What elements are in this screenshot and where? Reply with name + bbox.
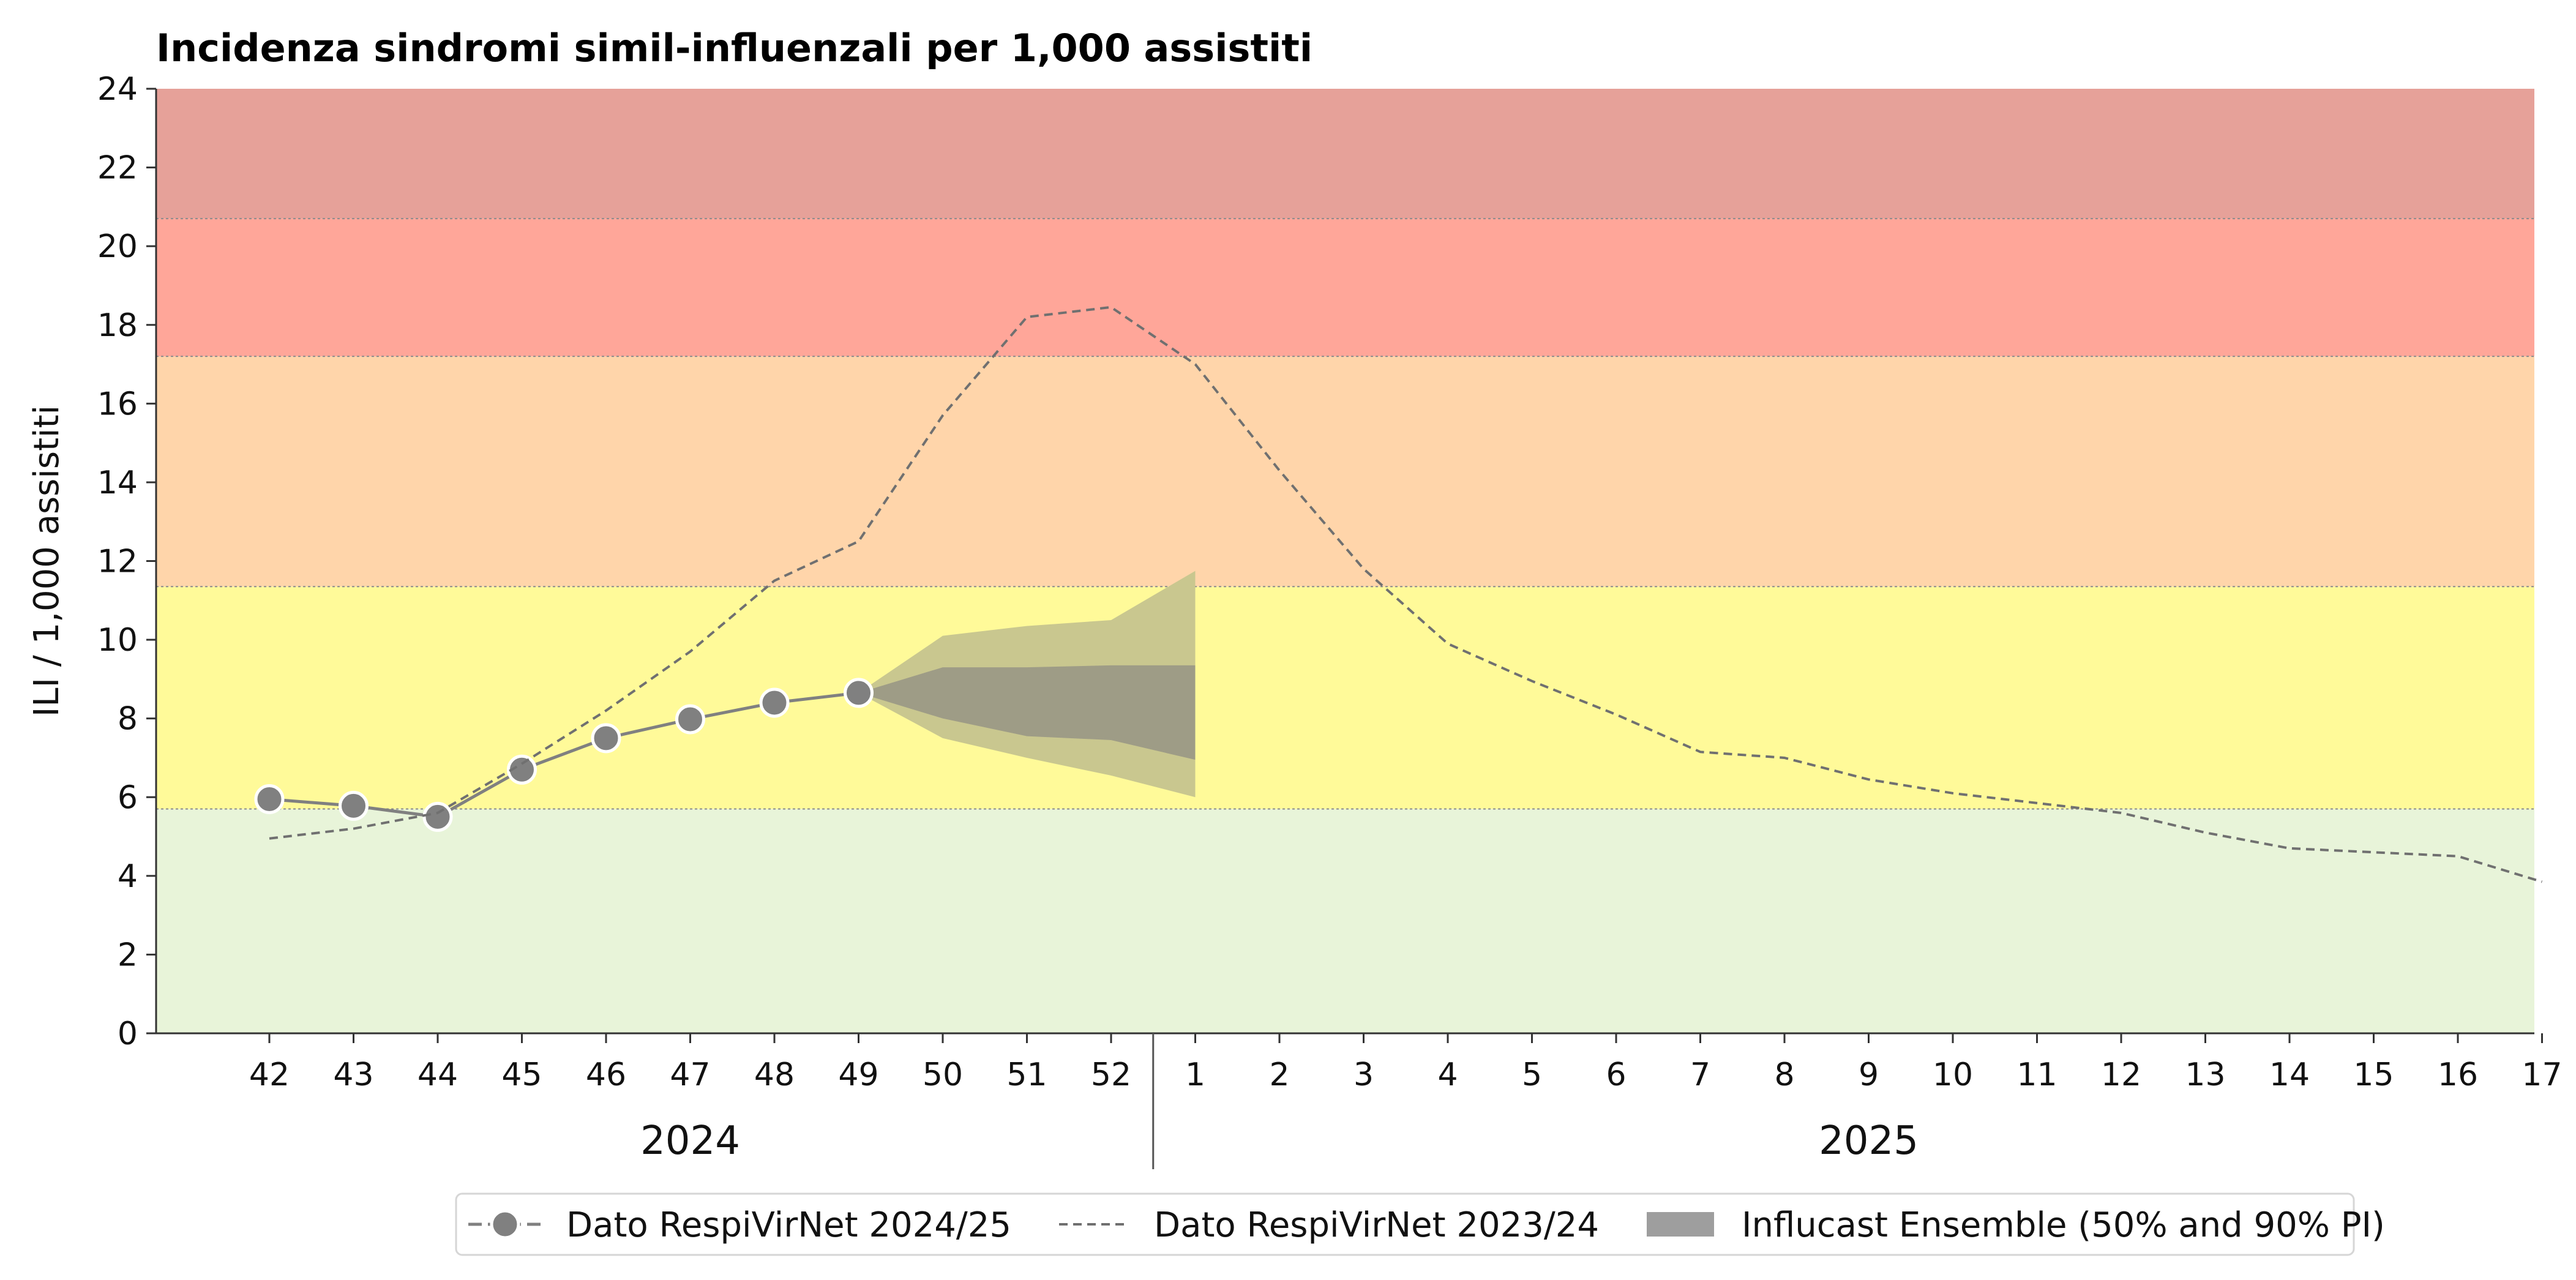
x-tick-label: 7	[1690, 1057, 1710, 1093]
data-point	[844, 678, 874, 708]
legend-box	[455, 1192, 2355, 1256]
legend-patch	[1647, 1212, 1714, 1237]
forecast-pi50	[858, 665, 1196, 760]
x-tick-label: 9	[1859, 1057, 1879, 1093]
x-tick-label: 4	[1437, 1057, 1458, 1093]
data-point	[507, 754, 537, 785]
x-tick-label: 2	[1269, 1057, 1289, 1093]
legend-label: Dato RespiVirNet 2023/24	[1154, 1205, 1599, 1245]
year-label: 2025	[1819, 1118, 1919, 1164]
x-tick-label: 3	[1354, 1057, 1374, 1093]
x-tick-label: 10	[1933, 1057, 1973, 1093]
x-tick-label: 51	[1006, 1057, 1047, 1093]
y-tick-label: 16	[97, 386, 138, 422]
y-tick-label: 2	[118, 937, 138, 973]
x-tick-label: 16	[2438, 1057, 2478, 1093]
x-tick-label: 44	[417, 1057, 458, 1093]
y-tick-label: 6	[118, 779, 138, 816]
y-tick-label: 18	[97, 307, 138, 344]
intensity-band	[156, 89, 2534, 219]
y-tick-label: 10	[97, 622, 138, 659]
intensity-band	[156, 586, 2534, 809]
y-tick-label: 24	[97, 71, 138, 108]
forecast-intervals	[858, 571, 1196, 798]
x-tick-label: 8	[1774, 1057, 1794, 1093]
legend-marker	[490, 1209, 520, 1240]
data-point	[591, 723, 621, 754]
x-tick-label: 12	[2101, 1057, 2141, 1093]
data-point	[675, 704, 705, 735]
data-point	[339, 790, 369, 821]
data-point	[254, 784, 285, 814]
y-tick-label: 0	[118, 1016, 138, 1052]
intensity-band	[156, 219, 2534, 357]
y-tick-label: 8	[118, 701, 138, 738]
x-tick-label: 15	[2353, 1057, 2394, 1093]
x-tick-label: 48	[754, 1057, 795, 1093]
x-tick-label: 43	[333, 1057, 373, 1093]
intensity-band	[156, 809, 2534, 1033]
x-tick-label: 52	[1091, 1057, 1131, 1093]
x-tick-label: 17	[2522, 1057, 2562, 1093]
y-tick-label: 14	[97, 465, 138, 501]
y-tick-label: 4	[118, 858, 138, 895]
x-tick-label: 50	[923, 1057, 963, 1093]
y-tick-label: 22	[97, 150, 138, 187]
x-tick-label: 14	[2269, 1057, 2310, 1093]
chart-title: Incidenza sindromi simil-influenzali per…	[156, 26, 1312, 70]
x-tick-label: 42	[249, 1057, 290, 1093]
y-axis-title: ILI / 1,000 assistiti	[27, 405, 67, 717]
x-tick-label: 13	[2185, 1057, 2225, 1093]
y-tick-label: 20	[97, 228, 138, 265]
x-tick-label: 5	[1522, 1057, 1542, 1093]
x-tick-label: 11	[2016, 1057, 2057, 1093]
data-point	[422, 801, 453, 832]
x-tick-label: 49	[838, 1057, 878, 1093]
x-tick-label: 6	[1606, 1057, 1626, 1093]
intensity-band	[156, 356, 2534, 587]
year-label: 2024	[640, 1118, 740, 1164]
data-point	[759, 687, 790, 718]
legend-label: Dato RespiVirNet 2024/25	[566, 1205, 1011, 1245]
x-tick-label: 46	[586, 1057, 626, 1093]
x-tick-label: 47	[670, 1057, 710, 1093]
legend: Dato RespiVirNet 2024/25 Dato RespiVirNet…	[455, 1192, 2385, 1256]
series-lines	[254, 305, 2543, 883]
x-tick-label: 45	[501, 1057, 542, 1093]
intensity-bands	[156, 89, 2534, 1033]
x-tick-label: 1	[1185, 1057, 1205, 1093]
y-tick-label: 12	[97, 544, 138, 580]
legend-label: Influcast Ensemble (50% and 90% PI)	[1742, 1205, 2385, 1245]
